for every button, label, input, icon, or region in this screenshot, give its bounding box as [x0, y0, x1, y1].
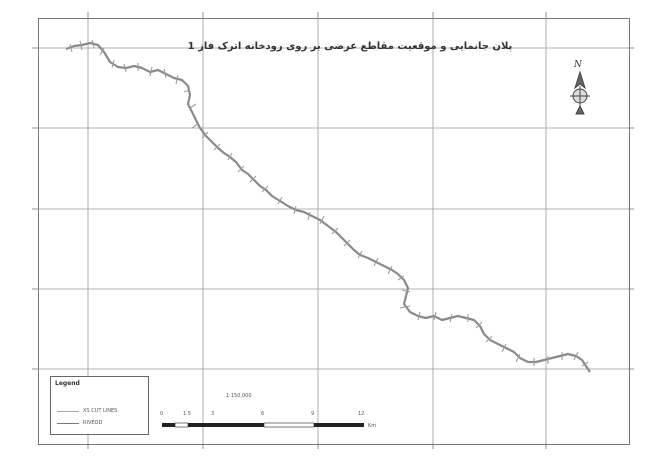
frame-ticks [32, 12, 634, 449]
scale-unit: Km [368, 423, 377, 429]
north-label: N [574, 60, 582, 70]
scale-label-0: 0 [160, 411, 164, 417]
cross-section-lines [69, 39, 589, 367]
river-reach [65, 39, 591, 373]
map-title: پلان جانمایی و موقعیت مقاطع عرضی بر روی … [187, 41, 513, 52]
legend-title: Legend [55, 380, 80, 387]
scale-label-2: 3 [211, 411, 215, 417]
legend-swatch-river [57, 422, 79, 424]
scale-label-5: 12 [358, 411, 365, 417]
legend-swatch-xs [57, 410, 79, 412]
scale-ratio: 1:150,000 [226, 393, 252, 399]
scale-label-1: 1.5 [183, 411, 191, 417]
scale-bar [162, 422, 364, 428]
legend-label-river: RIVEOD [83, 420, 103, 426]
legend-item-river: RIVEOD [57, 419, 102, 427]
river-centerline [65, 41, 591, 373]
scale-label-4: 9 [311, 411, 315, 417]
scale-label-3: 6 [261, 411, 265, 417]
legend-label-xs: XS CUT LINES [83, 408, 118, 414]
legend: Legend XS CUT LINES RIVEOD [50, 376, 149, 435]
legend-item-xs-cut-lines: XS CUT LINES [57, 407, 117, 415]
graticule [38, 18, 628, 443]
north-arrow-icon [570, 70, 590, 115]
